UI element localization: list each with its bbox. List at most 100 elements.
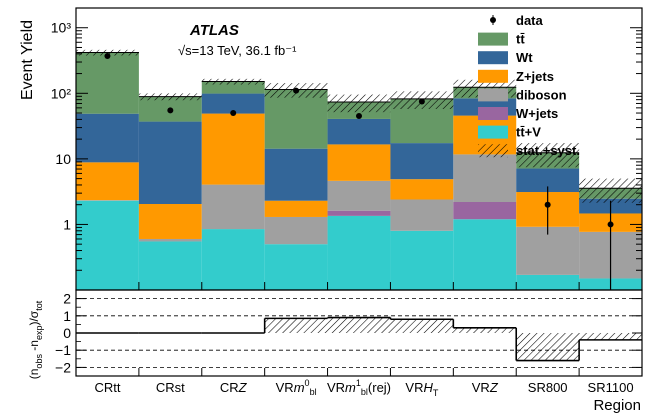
data-point-3: [293, 87, 300, 94]
ratio-ytick-label-1: −1: [55, 342, 71, 358]
bar-4-1: [138, 121, 202, 204]
uncertainty-band-0: [76, 49, 139, 56]
y-tick-label-3: 10³: [51, 20, 72, 36]
ratio-bar-fill-4: [327, 317, 391, 333]
legend-label-2: Wt: [516, 50, 533, 65]
legend: data tt̄ Wt Z+jets diboson W+jets tt̄+V stat.+s…: [478, 13, 580, 158]
y-tick-label-2: 10²: [51, 85, 72, 101]
ratio-bar-fill-3: [264, 318, 328, 333]
ratio-ytick-label-2: 0: [63, 325, 71, 341]
legend-label-4: diboson: [516, 87, 567, 102]
bar-4-7: [516, 168, 580, 193]
legend-swatch-4: [478, 88, 508, 102]
bar-3-1: [138, 203, 202, 239]
bar-2-4: [327, 180, 391, 211]
bar-0-1: [138, 241, 202, 290]
legend-label-6: tt̄+V: [516, 125, 541, 140]
uncertainty-band-7: [516, 143, 580, 168]
x-tick-label-3: VRm0bl: [276, 378, 317, 397]
ratio-bar-fill-7: [516, 333, 580, 361]
ratio-panel: [76, 298, 642, 368]
ratio-bar-fill-5: [390, 319, 454, 333]
x-tick-label-7: SR800: [528, 380, 568, 395]
bar-2-6: [453, 154, 517, 202]
x-tick-label-5: VRHT: [405, 380, 438, 398]
x-tick-label-0: CRtt: [94, 380, 120, 395]
x-tick-label-8: SR1100: [588, 380, 634, 395]
bar-0-7: [516, 274, 580, 290]
data-point-1: [167, 107, 174, 114]
bar-4-2: [201, 93, 265, 114]
bar-4-3: [264, 148, 328, 201]
legend-swatch-5: [478, 107, 508, 120]
bar-3-5: [390, 179, 454, 200]
x-tick-label-part: SR1100: [588, 380, 634, 395]
bar-1-4: [327, 210, 391, 216]
uncertainty-band-8: [579, 178, 642, 203]
uncertainty-band-1: [138, 93, 202, 101]
x-tick-label-part: m: [345, 380, 356, 395]
y-tick-label-1: 10: [55, 151, 71, 167]
bar-2-3: [264, 216, 328, 245]
bar-0-3: [264, 244, 328, 290]
legend-label-5: W+jets: [516, 106, 558, 121]
data-point-0: [104, 53, 111, 60]
x-tick-label-part: bl: [361, 387, 368, 397]
main-y-axis-label: Event Yield: [19, 20, 36, 100]
bar-0-6: [453, 219, 517, 290]
ratio-ytick-label-4: 2: [63, 291, 71, 307]
ratio-ylabel-part-a: (n: [27, 369, 41, 380]
legend-swatch-1: [478, 32, 508, 46]
y-tick-label-0: 1: [63, 216, 71, 232]
bar-2-2: [201, 184, 265, 230]
bar-4-0: [76, 113, 139, 163]
bar-5-2: [201, 81, 265, 94]
x-tick-label-part: Z: [238, 380, 248, 395]
x-tick-label-part: CRst: [156, 380, 185, 395]
ratio-ylabel-sub-a: obs: [34, 354, 44, 369]
bar-5-0: [76, 52, 139, 114]
data-point-7: [544, 201, 551, 208]
ratio-ylabel-sub-c: tot: [34, 300, 44, 311]
x-tick-label-part: 1: [356, 378, 361, 388]
bar-0-5: [390, 230, 454, 290]
legend-label-3: Z+jets: [516, 69, 554, 84]
bar-0-4: [327, 215, 391, 290]
x-tick-label-part: (rej): [368, 380, 391, 395]
x-tick-label-2: CRZ: [220, 380, 248, 395]
x-tick-label-part: VR: [405, 380, 423, 395]
ratio-y-axis-label: (nobs -nexp)/σtot: [27, 300, 44, 379]
legend-swatch-6: [478, 125, 508, 139]
bar-4-5: [390, 143, 454, 180]
x-tick-labels-group: CRtt CRst CRZ VRm0bl VRm1bl(rej) VRHT VRZ SR800…: [94, 378, 633, 398]
x-tick-label-part: VR: [327, 380, 345, 395]
legend-swatch-hatch: [478, 144, 508, 158]
x-tick-label-part: 0: [305, 378, 310, 388]
x-tick-label-part: bl: [310, 387, 317, 397]
uncertainty-band-2: [201, 78, 265, 85]
bar-2-1: [138, 238, 202, 242]
ratio-bar-fill-6: [453, 327, 517, 333]
x-tick-label-part: m: [294, 380, 305, 395]
ratio-bar-fill-8: [579, 333, 642, 340]
data-point-5: [418, 98, 425, 105]
ratio-ylabel-part-c: )/σ: [27, 310, 41, 325]
legend-label-1: tt̄: [516, 32, 525, 47]
x-tick-label-4: VRm1bl(rej): [327, 378, 391, 397]
ratio-ytick-label-3: 1: [63, 308, 71, 324]
bar-3-0: [76, 162, 139, 201]
legend-label-7: stat.+syst.: [516, 143, 580, 158]
x-tick-label-part: SR800: [528, 380, 568, 395]
x-tick-label-part: VR: [472, 380, 490, 395]
x-tick-label-part: Z: [489, 380, 499, 395]
ratio-ylabel-sub-b: exp: [34, 326, 44, 341]
data-point-2: [230, 110, 237, 117]
labels-group: ATLAS √s=13 TeV, 36.1 fb⁻¹ Event Yield (…: [19, 20, 641, 414]
energy-lumi-label: √s=13 TeV, 36.1 fb⁻¹: [178, 43, 297, 58]
legend-swatch-2: [478, 51, 508, 65]
x-tick-label-part: VR: [276, 380, 294, 395]
bar-3-4: [327, 144, 391, 181]
x-axis-label: Region: [593, 397, 641, 414]
